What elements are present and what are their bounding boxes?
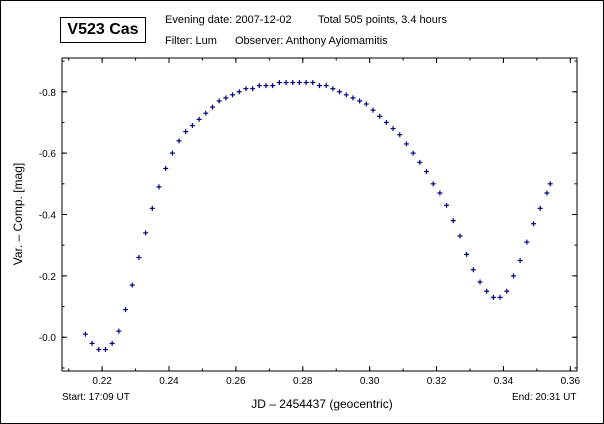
data-point (203, 110, 209, 116)
x-tick-label: 0.26 (226, 376, 246, 387)
x-tick-label: 0.34 (494, 376, 514, 387)
data-point (437, 190, 443, 196)
data-point (337, 89, 343, 95)
data-point (236, 89, 242, 95)
data-point (163, 165, 169, 171)
data-point (149, 205, 155, 211)
star-name-box: V523 Cas (60, 17, 146, 43)
plot-area (61, 57, 578, 372)
data-point (370, 107, 376, 113)
data-point (430, 181, 436, 187)
y-tick-label: -0.6 (39, 149, 57, 160)
data-point (143, 230, 149, 236)
data-point (417, 159, 423, 165)
x-tick-label: 0.24 (159, 376, 179, 387)
data-point (330, 86, 336, 92)
y-axis-title: Var. – Comp. [mag] (11, 163, 25, 266)
y-tick-label: -0.0 (39, 333, 57, 344)
data-point (470, 267, 476, 273)
data-point (383, 119, 389, 125)
data-point (270, 83, 276, 89)
data-point (403, 141, 409, 147)
total-points: Total 505 points, 3.4 hours (318, 14, 448, 26)
data-point (169, 150, 175, 156)
y-tick-label: -0.4 (39, 211, 57, 222)
data-point (183, 129, 189, 135)
data-point (129, 282, 135, 288)
data-point (156, 184, 162, 190)
data-point (450, 218, 456, 224)
data-point (256, 83, 262, 89)
data-point (189, 123, 195, 129)
x-tick-label: 0.28 (293, 376, 313, 387)
data-point (350, 95, 356, 101)
data-point (547, 181, 553, 187)
filter-label: Filter: Lum (165, 35, 217, 47)
data-point (116, 328, 122, 334)
data-point (230, 92, 236, 98)
data-point (290, 80, 296, 86)
data-point (323, 83, 329, 89)
y-tick-label: -0.2 (39, 272, 57, 283)
x-tick-label: 0.36 (561, 376, 581, 387)
data-point (296, 80, 302, 86)
x-tick-label: 0.22 (92, 376, 112, 387)
data-point (343, 92, 349, 98)
data-point (457, 233, 463, 239)
data-point (283, 80, 289, 86)
data-point (444, 202, 450, 208)
data-point (477, 279, 483, 285)
data-point (276, 80, 282, 86)
data-point (531, 221, 537, 227)
data-point (484, 288, 490, 294)
data-point (216, 98, 222, 104)
data-point (497, 294, 503, 300)
data-point (490, 294, 496, 300)
data-point (517, 258, 523, 264)
data-point (243, 86, 249, 92)
data-point (357, 98, 363, 104)
data-point (410, 150, 416, 156)
x-tick-label: 0.30 (360, 376, 380, 387)
data-point (310, 80, 316, 86)
observer-label: Observer: Anthony Ayiomamitis (235, 35, 388, 47)
evening-date: Evening date: 2007-12-02 (165, 14, 292, 26)
data-point (464, 251, 470, 257)
data-point (363, 101, 369, 107)
data-point (377, 113, 383, 119)
data-point (317, 83, 322, 89)
y-tick-label: -0.8 (39, 88, 57, 99)
data-point (136, 254, 142, 260)
data-point (102, 347, 108, 353)
data-point (263, 83, 269, 89)
data-point (96, 347, 102, 353)
data-point (537, 205, 543, 211)
data-point (89, 340, 95, 346)
data-point (223, 95, 229, 101)
data-point (303, 80, 309, 86)
x-tick-label: 0.32 (427, 376, 447, 387)
x-axis-title: JD – 2454437 (geocentric) (251, 397, 392, 411)
data-point (544, 190, 550, 196)
data-point (504, 288, 510, 294)
data-point (196, 116, 202, 122)
data-point (250, 86, 256, 92)
data-point (176, 138, 182, 144)
data-point (510, 273, 516, 279)
data-point (524, 239, 530, 245)
data-point (209, 104, 215, 110)
end-time: End: 20:31 UT (512, 392, 577, 403)
data-point (390, 126, 396, 132)
start-time: Start: 17:09 UT (62, 392, 130, 403)
data-point (424, 169, 430, 175)
data-point (397, 132, 403, 138)
data-point (82, 331, 88, 337)
data-point (109, 340, 115, 346)
data-point (123, 307, 129, 313)
